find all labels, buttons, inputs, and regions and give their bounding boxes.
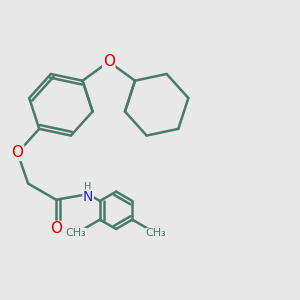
Text: O: O	[50, 221, 62, 236]
Text: O: O	[103, 54, 115, 69]
Text: CH₃: CH₃	[66, 228, 86, 239]
Text: CH₃: CH₃	[146, 228, 166, 239]
Text: O: O	[12, 146, 24, 160]
Text: H: H	[84, 182, 92, 192]
Text: N: N	[83, 190, 93, 204]
